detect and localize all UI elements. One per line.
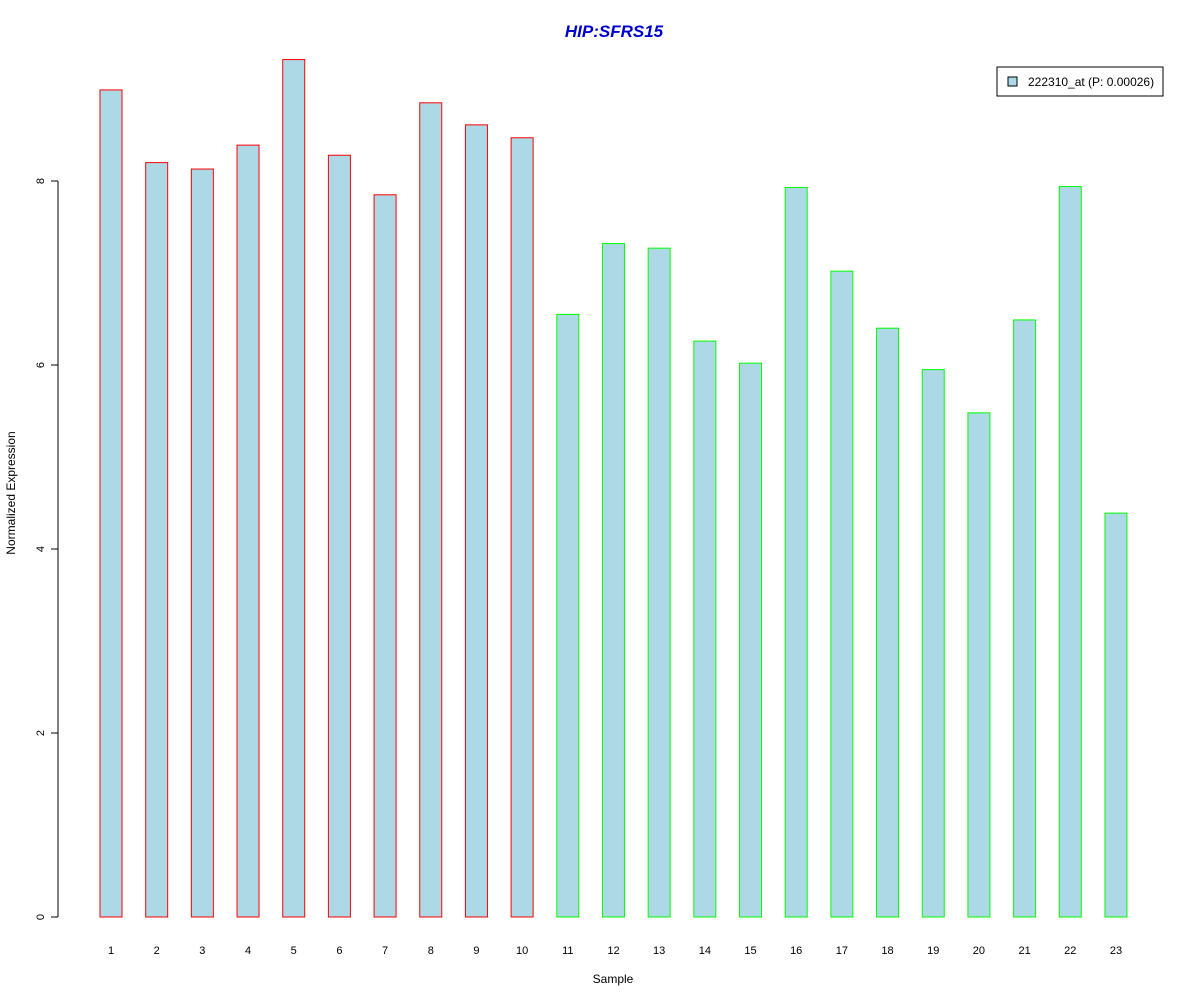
x-tick-label: 8 xyxy=(428,945,434,957)
chart-title: HIP:SFRS15 xyxy=(565,22,664,41)
bar-sample-12 xyxy=(601,243,625,918)
x-tick-label: 16 xyxy=(790,945,802,957)
bar-sample-17 xyxy=(830,270,854,918)
x-tick-label: 3 xyxy=(199,945,205,957)
bar-sample-22 xyxy=(1058,186,1082,918)
y-tick-label: 0 xyxy=(35,914,47,920)
bar-sample-1 xyxy=(99,89,123,918)
bar-sample-2 xyxy=(145,162,169,918)
x-tick-label: 2 xyxy=(154,945,160,957)
x-tick-label: 18 xyxy=(881,945,893,957)
legend-swatch xyxy=(1007,76,1018,87)
x-tick-label: 4 xyxy=(245,945,251,957)
bar-sample-18 xyxy=(876,327,900,918)
x-tick-label: 20 xyxy=(973,945,985,957)
y-axis-ticks: 0 2 4 6 8 xyxy=(35,178,58,920)
bar-sample-13 xyxy=(647,247,671,918)
legend-box xyxy=(996,66,1164,97)
y-axis-label: Normalized Expression xyxy=(4,431,18,554)
legend-label: 222310_at (P: 0.00026) xyxy=(1028,75,1154,89)
x-tick-label: 12 xyxy=(607,945,619,957)
x-axis-label: Sample xyxy=(593,972,634,986)
x-axis-tick-labels: 1 2 3 4 5 6 7 8 9 10 11 12 13 14 15 16 17 18 19 20 21 22 23 xyxy=(108,945,1122,957)
bar-sample-19 xyxy=(921,369,945,918)
bar-sample-7 xyxy=(373,194,397,918)
bar-sample-11 xyxy=(556,313,580,918)
bar-sample-5 xyxy=(282,59,306,918)
x-tick-label: 21 xyxy=(1018,945,1030,957)
x-tick-label: 10 xyxy=(516,945,528,957)
bars-group xyxy=(99,59,1128,918)
y-tick-label: 6 xyxy=(35,362,47,368)
x-tick-label: 13 xyxy=(653,945,665,957)
bar-sample-3 xyxy=(190,168,214,918)
bar-sample-14 xyxy=(693,340,717,918)
x-tick-label: 1 xyxy=(108,945,114,957)
bar-sample-15 xyxy=(739,362,763,918)
bar-sample-8 xyxy=(419,102,443,918)
bar-sample-4 xyxy=(236,144,260,918)
x-tick-label: 6 xyxy=(336,945,342,957)
bar-sample-10 xyxy=(510,137,534,918)
x-tick-label: 19 xyxy=(927,945,939,957)
x-tick-label: 14 xyxy=(699,945,711,957)
bar-sample-21 xyxy=(1013,319,1037,918)
x-tick-label: 17 xyxy=(836,945,848,957)
y-tick-label: 4 xyxy=(35,546,47,552)
bar-sample-9 xyxy=(464,124,488,918)
x-tick-label: 15 xyxy=(744,945,756,957)
x-tick-label: 23 xyxy=(1110,945,1122,957)
x-tick-label: 5 xyxy=(291,945,297,957)
bar-sample-20 xyxy=(967,412,991,918)
bar-sample-6 xyxy=(327,154,351,918)
y-tick-label: 8 xyxy=(35,178,47,184)
x-tick-label: 7 xyxy=(382,945,388,957)
x-tick-label: 11 xyxy=(562,945,573,957)
bar-sample-16 xyxy=(784,186,808,918)
x-tick-label: 22 xyxy=(1064,945,1076,957)
x-tick-label: 9 xyxy=(473,945,479,957)
y-tick-label: 2 xyxy=(35,730,47,736)
legend: 222310_at (P: 0.00026) xyxy=(996,66,1164,97)
bar-sample-23 xyxy=(1104,512,1128,918)
